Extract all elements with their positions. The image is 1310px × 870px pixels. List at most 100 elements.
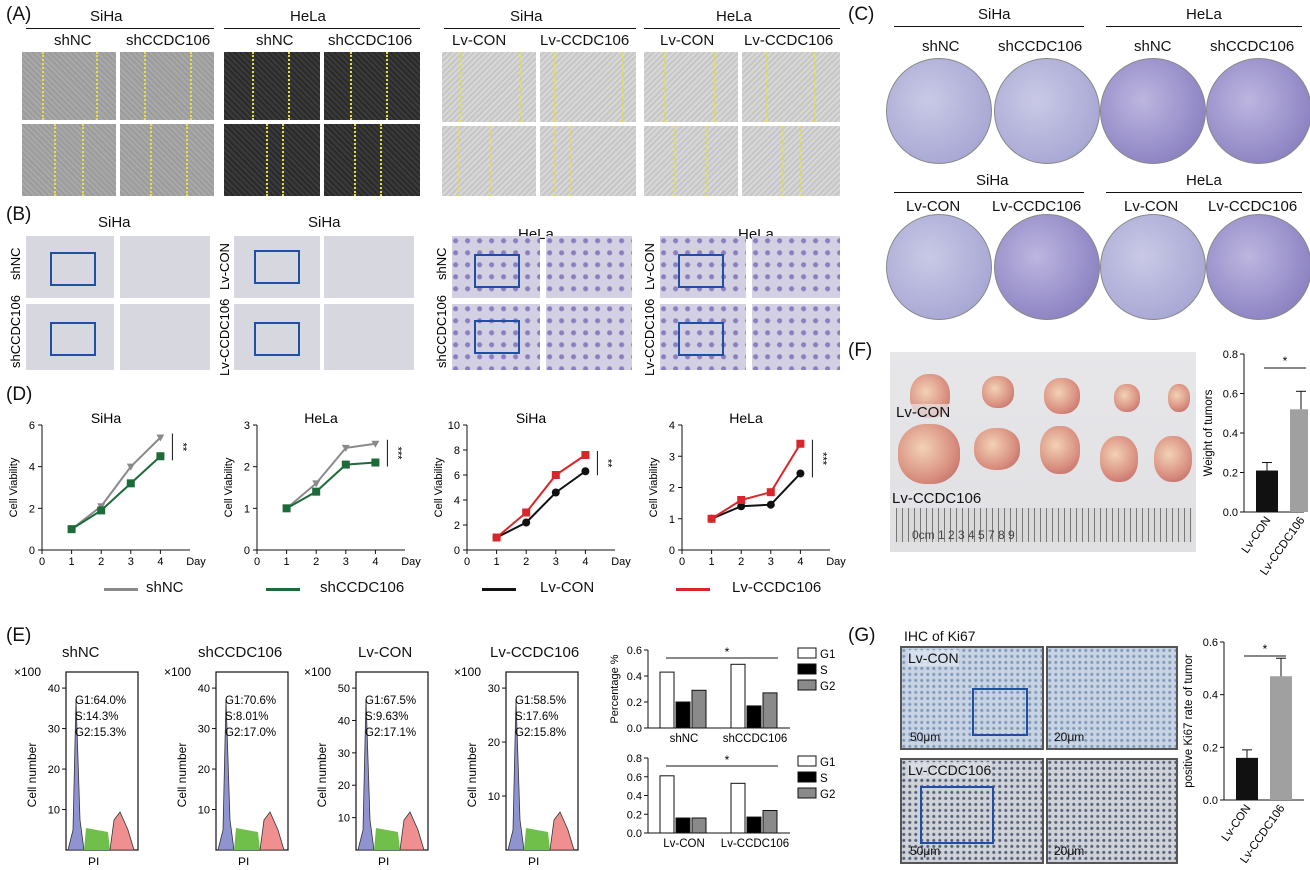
phase-stat: G2:15.3% [75, 727, 126, 739]
growth-chart-siha-lv: 0 1 2 3 4 Day 0 2 4 6 8 10 Cell Viability SiHa ** [433, 410, 631, 568]
transwell-zoom [752, 236, 840, 298]
c-label: shNC [922, 38, 960, 55]
y-tick-label: 0.6 [627, 772, 642, 784]
s-phase [84, 828, 110, 850]
x-tick-label: 3 [768, 556, 774, 568]
wound-image [224, 124, 320, 196]
y-axis-label: positive Ki67 rate of tumor [1183, 654, 1195, 788]
c-group-line [1106, 192, 1302, 193]
series-line [71, 455, 162, 531]
wound-image [540, 52, 636, 122]
bar [691, 689, 707, 729]
s-phase [374, 828, 400, 850]
phase-stat: G2:17.0% [225, 727, 276, 739]
x-axis-label: Day [401, 556, 421, 568]
scale-bar-label: 50μm [910, 730, 941, 744]
transwell-image [234, 236, 320, 298]
data-point [312, 487, 321, 496]
y-tick-label: 0.0 [1223, 507, 1238, 519]
y-tick-label: 40 [48, 683, 60, 695]
a-label: Lv-CON [452, 32, 507, 49]
c-label: Lv-CON [906, 198, 961, 215]
scale-label: ×100 [164, 665, 191, 679]
flow-title: Lv-CON [358, 644, 413, 661]
data-point [522, 518, 531, 527]
legend-swatch [104, 588, 138, 591]
colony-plate [994, 58, 1100, 164]
data-point [371, 458, 380, 467]
bar [1256, 470, 1278, 512]
significance-mark: * [725, 753, 730, 767]
c-group: HeLa [1186, 172, 1222, 189]
bar [1290, 409, 1308, 512]
data-point [766, 488, 775, 497]
data-point [341, 460, 350, 469]
x-tick-label: 2 [313, 556, 319, 568]
growth-chart-hela-lv: 0 1 2 3 4 Day 0 1 2 3 4 Cell Viability HeLa *** [648, 410, 846, 568]
y-tick-label: 1 [244, 503, 250, 515]
data-point [67, 525, 76, 534]
phase-stat: S:17.6% [515, 711, 558, 723]
s-phase [524, 828, 550, 850]
x-tick-label: 1 [284, 556, 290, 568]
wound-image [22, 52, 116, 120]
y-tick-label: 20 [48, 764, 60, 776]
y-tick-label: 0.4 [627, 671, 642, 683]
phase-stat: G2:15.8% [515, 727, 566, 739]
tumor [1114, 384, 1140, 412]
c-group-line [1106, 26, 1302, 27]
wound-image [442, 126, 536, 196]
tumor [898, 424, 960, 484]
phase-stat: S:14.3% [75, 711, 118, 723]
scale-bar-label: 20μm [1054, 730, 1085, 744]
a-label: Lv-CCDC106 [540, 32, 630, 49]
scale-bar-label: 50μm [910, 844, 941, 858]
colony-plate [1100, 214, 1206, 320]
x-axis-label: Day [611, 556, 631, 568]
transwell-image [234, 304, 320, 370]
g2-peak [549, 811, 575, 851]
cell-cycle-bar-sh: 0.0 0.2 0.4 0.6 Percentage % shNC shCCDC106 * G1… [609, 645, 835, 745]
data-point [371, 440, 380, 448]
flow-histogram: ×100 10 20 30 40 Cell number PI G1:64.0% S:14.3%… [14, 665, 139, 865]
y-axis-label: Cell number [315, 743, 329, 808]
wound-image [22, 124, 116, 196]
y-tick-label: 30 [198, 724, 210, 736]
y-tick-label: 8 [454, 445, 460, 457]
colony-plate [1100, 58, 1206, 164]
y-tick-label: 4 [669, 420, 675, 432]
legend-swatch [266, 588, 300, 591]
transwell-image [660, 236, 746, 298]
ki67-rate-bar: 0.0 0.2 0.4 0.6 positive Ki67 rate of tumor L… [1183, 637, 1304, 866]
wound-image [120, 52, 214, 120]
y-tick-label: 1 [669, 514, 675, 526]
series-line [286, 461, 376, 510]
legend-swatch [797, 679, 817, 691]
colony-plate [994, 214, 1100, 320]
cell-cycle-bar-lv: 0.0 0.2 0.4 0.6 0.8 Lv-CON Lv-CCDC106 * G1 S G2 [627, 753, 836, 850]
legend-label: G1 [820, 757, 835, 769]
wound-image [120, 124, 214, 196]
y-axis-label: Cell number [25, 743, 39, 808]
transwell-zoom [120, 236, 210, 298]
y-tick-label: 0 [669, 545, 675, 557]
c-group-line [894, 26, 1084, 27]
x-tick-label: 1 [494, 556, 500, 568]
x-tick-label: 0 [254, 556, 260, 568]
x-tick-label: 0 [464, 556, 470, 568]
y-tick-label: 0.8 [627, 753, 642, 765]
data-point [312, 480, 321, 488]
x-tick-label: 4 [797, 556, 803, 568]
b-row-label: Lv-CCDC106 [217, 299, 232, 376]
y-tick-label: 10 [488, 791, 500, 803]
b-row-label: shCCDC106 [434, 295, 449, 368]
c-label: shCCDC106 [1210, 38, 1295, 55]
wound-image [224, 52, 320, 120]
y-tick-label: 0.2 [627, 809, 642, 821]
bar [675, 817, 691, 834]
data-point [581, 467, 590, 476]
tumor [982, 376, 1014, 408]
tumor-photo: 0cm 1 2 3 4 5 7 8 9 [890, 352, 1196, 552]
transwell-zoom [546, 304, 632, 370]
c-group-line [894, 192, 1084, 193]
